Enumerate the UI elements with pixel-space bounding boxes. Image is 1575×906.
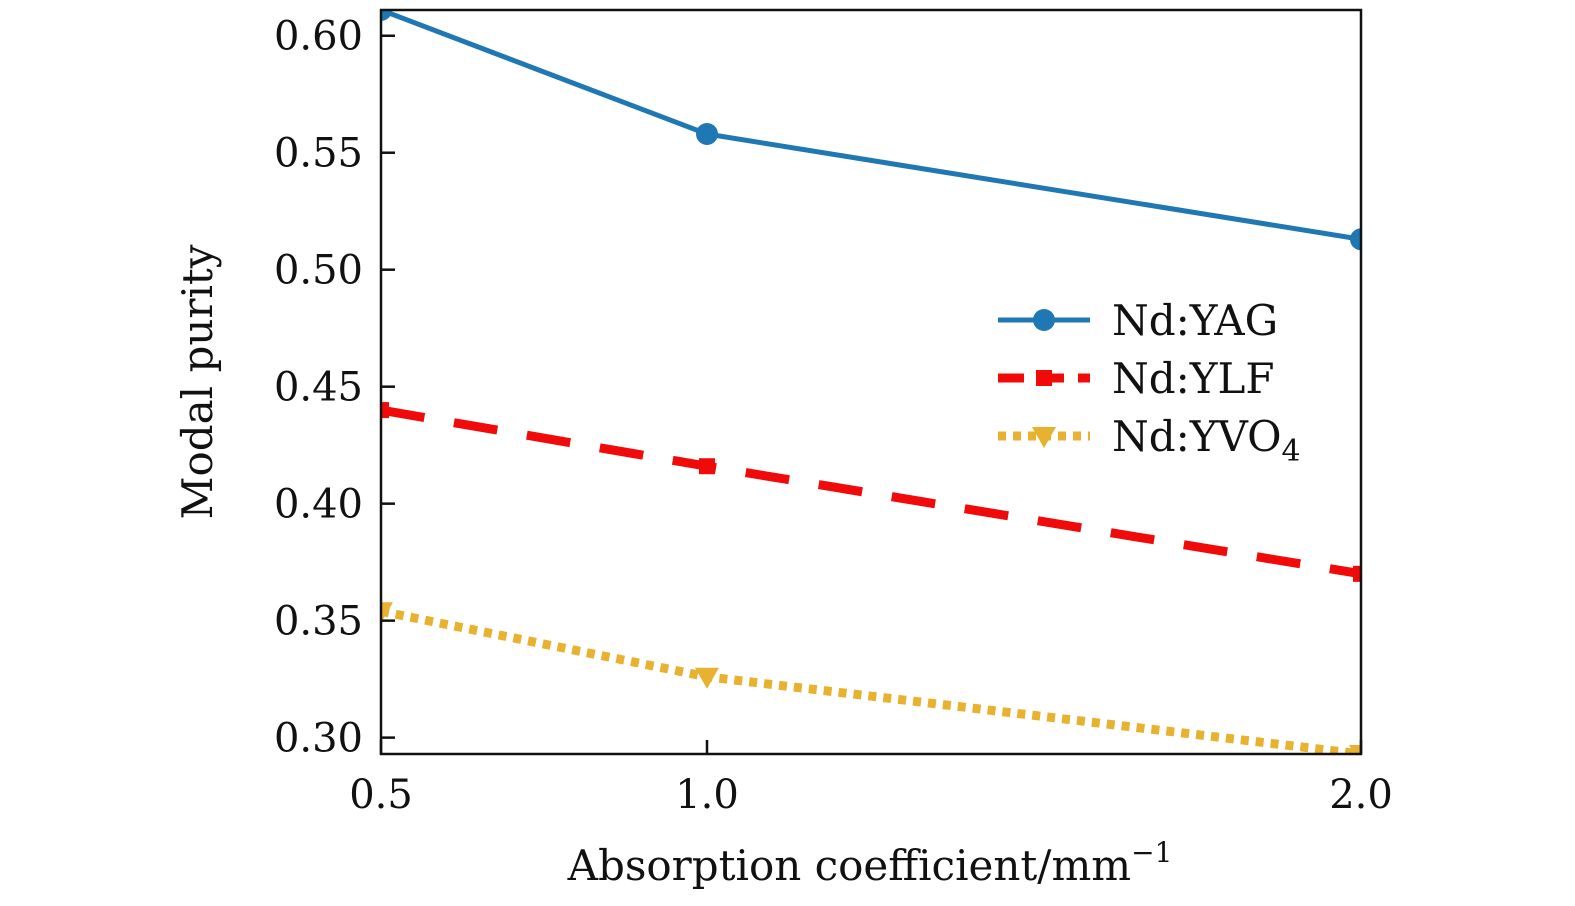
legend-label-main: Nd:YVO (1112, 412, 1282, 461)
data-point-nd-yag (696, 123, 718, 145)
y-tick-label: 0.50 (274, 248, 363, 294)
legend-label-main: Nd:YAG (1112, 296, 1278, 345)
data-point-nd-yag (381, 10, 392, 21)
data-point-nd-yvo4 (381, 602, 393, 624)
plot-frame (379, 8, 1363, 756)
legend-label-main: Nd:YLF (1112, 354, 1275, 403)
series-line-nd-yag (381, 10, 1361, 242)
y-tick-label: 0.40 (274, 482, 363, 528)
legend-marker-nd-ylf (1036, 370, 1052, 386)
x-axis-label-main: Absorption coefficient/mm (567, 841, 1132, 890)
x-tick-label: 1.0 (675, 772, 739, 818)
y-axis-label: Modal purity (173, 244, 222, 519)
y-tick-label: 0.30 (274, 716, 363, 762)
data-point-nd-yvo4 (1349, 745, 1361, 754)
data-point-nd-ylf (381, 402, 389, 419)
x-tick-label: 2.0 (1329, 772, 1393, 818)
legend-label-nd-ylf: Nd:YLF (1112, 354, 1275, 403)
x-tick-label: 0.5 (349, 772, 413, 818)
x-axis-label: Absorption coefficient/mm−1 (567, 836, 1173, 890)
x-axis-label-superscript: −1 (1131, 836, 1172, 869)
legend-marker-nd-yvo4 (1032, 427, 1056, 448)
legend: Nd:YAG Nd:YLF Nd:YVO4 (998, 296, 1301, 469)
y-tick-label: 0.60 (274, 14, 363, 60)
legend-label-subscript: 4 (1282, 434, 1301, 469)
data-point-nd-yag (1350, 228, 1361, 251)
legend-label-nd-yag: Nd:YAG (1112, 296, 1278, 345)
data-point-nd-yvo4 (695, 667, 719, 689)
series-layer (381, 10, 1361, 754)
y-tick-label: 0.45 (274, 365, 363, 411)
data-point-nd-ylf (699, 458, 715, 475)
data-point-nd-ylf (1353, 565, 1361, 582)
y-tick-label: 0.35 (274, 599, 363, 645)
series-line-nd-yvo4 (381, 606, 1361, 754)
legend-label-nd-yvo4: Nd:YVO4 (1112, 412, 1301, 469)
y-tick-label: 0.55 (274, 131, 363, 177)
legend-marker-nd-yag (1033, 309, 1055, 331)
ticks-layer: 0.30 0.35 0.40 0.45 0.50 0.55 0.60 0.5 1.0 2.0 (274, 14, 1393, 818)
